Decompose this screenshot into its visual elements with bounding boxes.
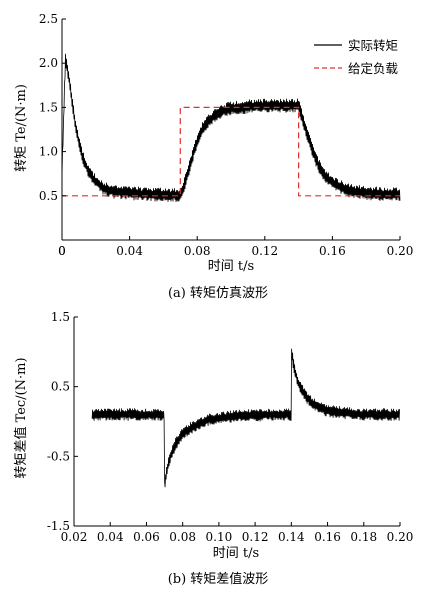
y-tick-label: 1.0: [39, 145, 58, 159]
chart-b-series-layer: [91, 348, 400, 488]
series-0-line: [91, 348, 400, 488]
x-tick-label: 0.16: [314, 530, 341, 544]
x-tick-label: 0.12: [242, 530, 269, 544]
legend-actual-label: 实际转矩: [348, 38, 398, 53]
x-tick-label: 0.18: [350, 530, 377, 544]
chart-b-y-label: 转矩差值 Tec/(N·m): [13, 357, 29, 478]
chart-a-y-label: 转矩 Te/(N·m): [14, 84, 29, 172]
x-tick-label: 0.08: [184, 244, 211, 258]
y-tick-label: 0.5: [51, 380, 70, 394]
chart-a-caption: (a) 转矩仿真波形: [168, 286, 268, 301]
x-tick-label: 0.20: [387, 530, 414, 544]
x-tick-label: 0.06: [133, 530, 160, 544]
chart-b-caption: (b) 转矩差值波形: [168, 571, 269, 587]
legend-load-label: 给定负载: [348, 61, 399, 76]
x-tick-label: 0.14: [278, 530, 305, 544]
chart-a-legend: 实际转矩 给定负载: [314, 38, 399, 76]
y-tick-label: 0.5: [39, 189, 58, 203]
y-tick-label: -0.5: [47, 449, 70, 463]
y-tick-label: 2.5: [39, 12, 58, 26]
x-tick-label: 0: [58, 244, 66, 258]
chart-b-ticks: 0.02 0.04 0.06 0.08 0.10 0.12 0.14 0.16 0.18 0.20…: [47, 310, 414, 544]
y-tick-label: 1.5: [51, 310, 70, 324]
x-tick-label: 0.04: [116, 244, 143, 258]
series-1-line: [62, 106, 400, 197]
chart-a-series-layer: [61, 53, 401, 203]
y-tick-label: -1.5: [47, 519, 70, 533]
series-0-line: [61, 53, 401, 203]
chart-a-x-label: 时间 t/s: [208, 259, 254, 274]
chart-b: 0.02 0.04 0.06 0.08 0.10 0.12 0.14 0.16 0.18 0.20…: [13, 310, 413, 587]
x-tick-label: 0: [58, 244, 66, 258]
x-tick-label: 0.16: [319, 244, 346, 258]
x-tick-label: 0.20: [387, 244, 414, 258]
chart-a-axes: [61, 19, 400, 241]
x-tick-label: 0.12: [251, 244, 278, 258]
x-tick-label: 0.08: [169, 530, 196, 544]
chart-b-axes: [73, 317, 400, 527]
x-tick-label: 0.10: [206, 530, 233, 544]
x-tick-label: 0.02: [61, 530, 88, 544]
y-tick-label: 2.0: [39, 56, 58, 70]
y-tick-label: 1.5: [39, 100, 58, 114]
chart-b-x-label: 时间 t/s: [213, 546, 259, 561]
x-tick-label: 0.04: [97, 530, 124, 544]
